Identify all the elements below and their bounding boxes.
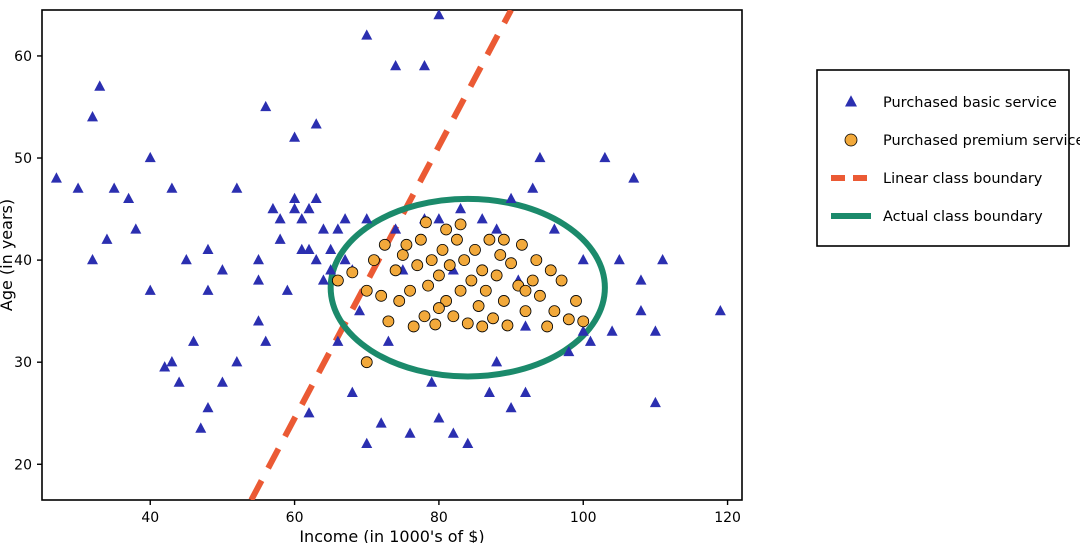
premium-service-point	[459, 255, 470, 266]
premium-service-point	[495, 250, 506, 261]
premium-service-point	[433, 303, 444, 314]
premium-service-point	[488, 313, 499, 324]
premium-service-point	[394, 295, 405, 306]
premium-service-point	[527, 275, 538, 286]
premium-service-point	[477, 321, 488, 332]
premium-service-point	[379, 239, 390, 250]
premium-service-point	[462, 318, 473, 329]
premium-service-point	[534, 290, 545, 301]
legend-label: Linear class boundary	[883, 171, 1043, 187]
premium-service-point	[502, 320, 513, 331]
premium-service-point	[441, 224, 452, 235]
legend: Purchased basic service Purchased premium…	[817, 70, 1080, 246]
y-tick-label: 30	[14, 355, 32, 371]
premium-service-point	[542, 321, 553, 332]
x-tick-label: 40	[141, 510, 159, 526]
y-tick-label: 20	[14, 457, 32, 473]
premium-service-point	[480, 285, 491, 296]
premium-service-point	[466, 275, 477, 286]
premium-service-point	[420, 217, 431, 228]
premium-service-point	[531, 255, 542, 266]
premium-service-point	[419, 311, 430, 322]
premium-service-point	[491, 270, 502, 281]
premium-service-point	[408, 321, 419, 332]
premium-service-point	[469, 244, 480, 255]
premium-service-point	[390, 265, 401, 276]
premium-service-point	[571, 295, 582, 306]
premium-service-point	[516, 239, 527, 250]
premium-service-point	[332, 275, 343, 286]
chart-container: 4060801001202030405060Income (in 1000's …	[0, 0, 1080, 543]
x-tick-label: 80	[430, 510, 448, 526]
premium-service-point	[397, 250, 408, 261]
premium-service-point	[361, 285, 372, 296]
premium-service-point	[520, 306, 531, 317]
premium-service-point	[451, 234, 462, 245]
scatter-chart: 4060801001202030405060Income (in 1000's …	[0, 0, 1080, 543]
premium-service-point	[376, 290, 387, 301]
premium-service-point	[473, 301, 484, 312]
premium-service-point	[563, 314, 574, 325]
legend-label: Purchased basic service	[883, 95, 1057, 111]
premium-service-point	[423, 280, 434, 291]
premium-service-point	[412, 260, 423, 271]
premium-service-point	[405, 285, 416, 296]
premium-service-point	[430, 319, 441, 330]
premium-service-point	[549, 306, 560, 317]
legend-label: Purchased premium service	[883, 133, 1080, 149]
premium-service-point	[498, 234, 509, 245]
premium-service-point	[448, 311, 459, 322]
x-tick-label: 60	[286, 510, 304, 526]
premium-service-point	[368, 255, 379, 266]
premium-service-point	[498, 295, 509, 306]
x-axis-label: Income (in 1000's of $)	[299, 527, 484, 543]
premium-service-point	[437, 244, 448, 255]
premium-service-point	[520, 285, 531, 296]
legend-circle-icon	[845, 134, 857, 146]
y-tick-label: 60	[14, 49, 32, 65]
premium-service-point	[477, 265, 488, 276]
premium-service-point	[415, 234, 426, 245]
y-tick-label: 50	[14, 151, 32, 167]
premium-service-point	[444, 260, 455, 271]
premium-service-point	[556, 275, 567, 286]
premium-service-point	[383, 316, 394, 327]
y-tick-label: 40	[14, 253, 32, 269]
premium-service-point	[506, 258, 517, 269]
premium-service-point	[347, 267, 358, 278]
premium-service-point	[455, 285, 466, 296]
x-tick-label: 120	[714, 510, 741, 526]
premium-service-point	[401, 239, 412, 250]
premium-service-point	[484, 234, 495, 245]
premium-service-point	[361, 357, 372, 368]
x-tick-label: 100	[570, 510, 597, 526]
plot-area	[42, 10, 742, 500]
premium-service-point	[578, 316, 589, 327]
y-axis-label: Age (in years)	[0, 199, 16, 311]
premium-service-point	[455, 219, 466, 230]
premium-service-point	[426, 255, 437, 266]
legend-label: Actual class boundary	[883, 209, 1043, 225]
premium-service-point	[433, 270, 444, 281]
premium-service-point	[545, 265, 556, 276]
